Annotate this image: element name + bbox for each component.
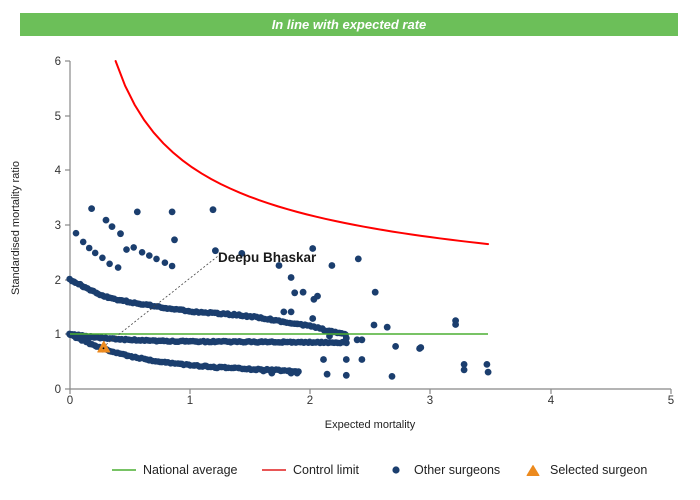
svg-text:2: 2 <box>55 275 61 287</box>
svg-text:5: 5 <box>55 111 61 123</box>
svg-text:4: 4 <box>55 165 62 177</box>
svg-text:3: 3 <box>55 220 61 232</box>
svg-text:0: 0 <box>55 384 61 396</box>
svg-text:Standardised mortality ratio: Standardised mortality ratio <box>10 161 22 295</box>
svg-text:3: 3 <box>427 395 433 407</box>
svg-text:Other surgeons: Other surgeons <box>414 463 500 477</box>
svg-text:National average: National average <box>143 463 238 477</box>
svg-text:0: 0 <box>67 395 73 407</box>
svg-text:Selected surgeon: Selected surgeon <box>550 463 647 477</box>
svg-text:6: 6 <box>55 56 61 68</box>
svg-text:1: 1 <box>187 395 193 407</box>
svg-text:Control limit: Control limit <box>293 463 360 477</box>
svg-text:2: 2 <box>307 395 313 407</box>
svg-text:Expected mortality: Expected mortality <box>325 419 416 431</box>
svg-text:1: 1 <box>55 329 61 341</box>
svg-text:Deepu Bhaskar: Deepu Bhaskar <box>218 250 317 265</box>
svg-text:4: 4 <box>548 395 555 407</box>
svg-text:5: 5 <box>668 395 674 407</box>
